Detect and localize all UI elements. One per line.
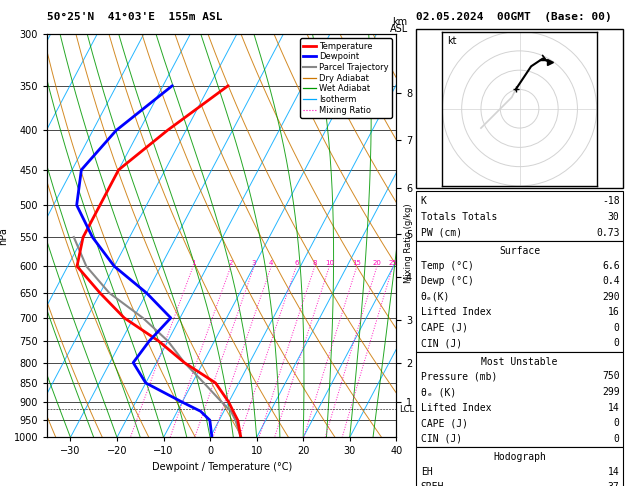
Text: CIN (J): CIN (J) bbox=[421, 434, 462, 444]
Text: Temp (°C): Temp (°C) bbox=[421, 260, 474, 271]
Text: 6.6: 6.6 bbox=[602, 260, 620, 271]
Text: SREH: SREH bbox=[421, 482, 444, 486]
Text: 30: 30 bbox=[608, 212, 620, 222]
Text: 0.73: 0.73 bbox=[596, 227, 620, 238]
Text: Hodograph: Hodograph bbox=[493, 452, 546, 462]
Text: 0: 0 bbox=[614, 338, 620, 348]
Text: 16: 16 bbox=[608, 307, 620, 317]
Text: 0: 0 bbox=[614, 434, 620, 444]
Text: 4: 4 bbox=[269, 260, 274, 266]
Text: 25: 25 bbox=[389, 260, 398, 266]
Text: 02.05.2024  00GMT  (Base: 00): 02.05.2024 00GMT (Base: 00) bbox=[416, 12, 612, 22]
Text: 20: 20 bbox=[372, 260, 381, 266]
Text: Dewp (°C): Dewp (°C) bbox=[421, 276, 474, 286]
Legend: Temperature, Dewpoint, Parcel Trajectory, Dry Adiabat, Wet Adiabat, Isotherm, Mi: Temperature, Dewpoint, Parcel Trajectory… bbox=[300, 38, 392, 118]
Text: LCL: LCL bbox=[399, 405, 415, 414]
Text: © weatheronline.co.uk: © weatheronline.co.uk bbox=[467, 472, 572, 481]
Text: km: km bbox=[392, 17, 407, 27]
Text: 0: 0 bbox=[614, 323, 620, 333]
Text: 6: 6 bbox=[294, 260, 299, 266]
Text: 290: 290 bbox=[602, 292, 620, 302]
Text: PW (cm): PW (cm) bbox=[421, 227, 462, 238]
Text: 14: 14 bbox=[608, 467, 620, 477]
Text: 15: 15 bbox=[352, 260, 361, 266]
Text: θₑ(K): θₑ(K) bbox=[421, 292, 450, 302]
Text: 2: 2 bbox=[228, 260, 233, 266]
Text: 8: 8 bbox=[313, 260, 317, 266]
Text: 10: 10 bbox=[325, 260, 334, 266]
Text: Lifted Index: Lifted Index bbox=[421, 307, 491, 317]
Text: K: K bbox=[421, 196, 426, 207]
Text: 0.4: 0.4 bbox=[602, 276, 620, 286]
Text: ASL: ASL bbox=[390, 24, 409, 34]
Text: 0: 0 bbox=[614, 418, 620, 428]
Text: Totals Totals: Totals Totals bbox=[421, 212, 497, 222]
Text: CAPE (J): CAPE (J) bbox=[421, 323, 468, 333]
Text: Lifted Index: Lifted Index bbox=[421, 402, 491, 413]
X-axis label: Dewpoint / Temperature (°C): Dewpoint / Temperature (°C) bbox=[152, 462, 292, 472]
Text: 3: 3 bbox=[252, 260, 257, 266]
Y-axis label: hPa: hPa bbox=[0, 227, 8, 244]
Text: 37: 37 bbox=[608, 482, 620, 486]
Text: -18: -18 bbox=[602, 196, 620, 207]
Text: EH: EH bbox=[421, 467, 433, 477]
Text: 299: 299 bbox=[602, 387, 620, 397]
Text: θₑ (K): θₑ (K) bbox=[421, 387, 456, 397]
Text: CAPE (J): CAPE (J) bbox=[421, 418, 468, 428]
Text: 1: 1 bbox=[191, 260, 196, 266]
Text: kt: kt bbox=[447, 36, 457, 46]
Text: 14: 14 bbox=[608, 402, 620, 413]
Text: Pressure (mb): Pressure (mb) bbox=[421, 371, 497, 382]
Text: 50°25'N  41°03'E  155m ASL: 50°25'N 41°03'E 155m ASL bbox=[47, 12, 223, 22]
Text: CIN (J): CIN (J) bbox=[421, 338, 462, 348]
Text: Surface: Surface bbox=[499, 246, 540, 256]
Text: 750: 750 bbox=[602, 371, 620, 382]
Text: Most Unstable: Most Unstable bbox=[481, 357, 558, 367]
Text: Mixing Ratio (g/kg): Mixing Ratio (g/kg) bbox=[404, 203, 413, 283]
